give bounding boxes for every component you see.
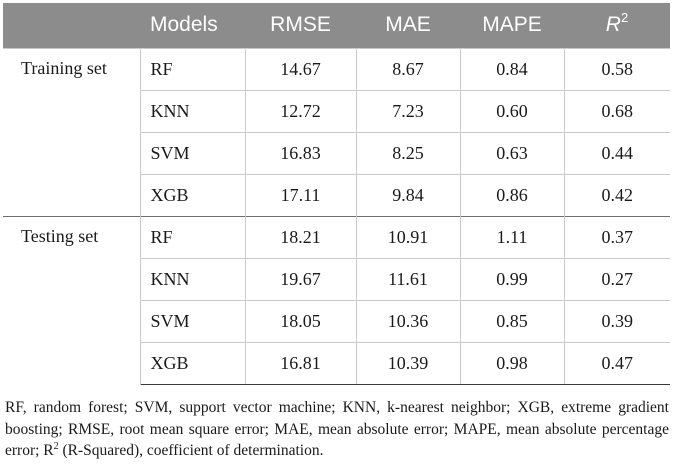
- cell-r2: 0.39: [563, 299, 670, 342]
- table-row: KNN 12.72 7.23 0.60 0.68: [3, 89, 670, 132]
- cell-model: XGB: [140, 173, 245, 216]
- table-row: Training set RF 14.67 8.67 0.84 0.58: [3, 47, 670, 216]
- cell-r2: 0.27: [563, 257, 670, 300]
- table-row: SVM 18.05 10.36 0.85 0.39: [3, 299, 670, 342]
- header-mape: MAPE: [482, 13, 542, 37]
- cell-mape: 0.99: [459, 257, 564, 300]
- cell-model: SVM: [140, 299, 245, 342]
- cell-mae: 8.25: [355, 131, 460, 174]
- footnote-r2-definition: (R-Squared), coefficient of determinatio…: [58, 442, 324, 459]
- cell-model: KNN: [140, 89, 245, 132]
- header-r2-sup: 2: [620, 10, 629, 26]
- cell-model: KNN: [140, 257, 245, 300]
- cell-mape: 0.85: [459, 299, 564, 342]
- cell-model: RF: [140, 47, 245, 90]
- cell-rmse: 19.67: [244, 257, 356, 300]
- group-label-testing: Testing set: [3, 215, 141, 384]
- cell-mae: 10.91: [355, 215, 460, 258]
- cell-mape: 0.98: [459, 341, 564, 385]
- header-rmse: RMSE: [270, 13, 331, 37]
- group-label-training: Training set: [3, 47, 141, 216]
- cell-mape: 0.84: [459, 47, 564, 90]
- cell-rmse: 14.67: [244, 47, 356, 90]
- table-row: KNN 19.67 11.61 0.99 0.27: [3, 257, 670, 300]
- header-row: Models RMSE MAE MAPE R2: [3, 3, 670, 48]
- footnote-r2-sup: 2: [53, 441, 59, 452]
- table-footnote: RF, random forest; SVM, support vector m…: [5, 397, 669, 462]
- cell-mae: 11.61: [355, 257, 460, 300]
- cell-mae: 8.67: [355, 47, 460, 90]
- cell-mae: 10.39: [355, 341, 460, 385]
- cell-mae: 7.23: [355, 89, 460, 132]
- header-mae: MAE: [385, 13, 431, 37]
- cell-model: RF: [140, 215, 245, 258]
- cell-r2: 0.68: [563, 89, 670, 132]
- cell-mape: 0.86: [459, 173, 564, 216]
- cell-rmse: 18.05: [244, 299, 356, 342]
- header-r2: R2: [564, 3, 670, 48]
- cell-rmse: 17.11: [244, 173, 356, 216]
- cell-mape: 1.11: [459, 215, 564, 258]
- cell-model: SVM: [140, 131, 245, 174]
- cell-r2: 0.37: [563, 215, 670, 258]
- cell-rmse: 18.21: [244, 215, 356, 258]
- header-r2-base: R: [605, 13, 621, 37]
- cell-rmse: 16.81: [244, 341, 356, 385]
- footnote-abbreviations: RF, random forest; SVM, support vector m…: [5, 399, 669, 459]
- cell-model: XGB: [140, 341, 245, 385]
- header-models: Models: [150, 13, 218, 37]
- cell-rmse: 16.83: [244, 131, 356, 174]
- cell-r2: 0.42: [563, 173, 670, 216]
- table-row: Testing set RF 18.21 10.91 1.11 0.37: [3, 215, 670, 384]
- table-row: SVM 16.83 8.25 0.63 0.44: [3, 131, 670, 174]
- cell-mape: 0.63: [459, 131, 564, 174]
- cell-r2: 0.58: [563, 47, 670, 90]
- table-row: XGB 17.11 9.84 0.86 0.42: [3, 173, 670, 216]
- header-set: [3, 3, 140, 48]
- cell-r2: 0.44: [563, 131, 670, 174]
- cell-mape: 0.60: [459, 89, 564, 132]
- cell-rmse: 12.72: [244, 89, 356, 132]
- results-table: Models RMSE MAE MAPE R2 Training set RF …: [3, 3, 670, 385]
- table-row: XGB 16.81 10.39 0.98 0.47: [3, 341, 670, 385]
- cell-mae: 9.84: [355, 173, 460, 216]
- cell-mae: 10.36: [355, 299, 460, 342]
- cell-r2: 0.47: [563, 341, 670, 385]
